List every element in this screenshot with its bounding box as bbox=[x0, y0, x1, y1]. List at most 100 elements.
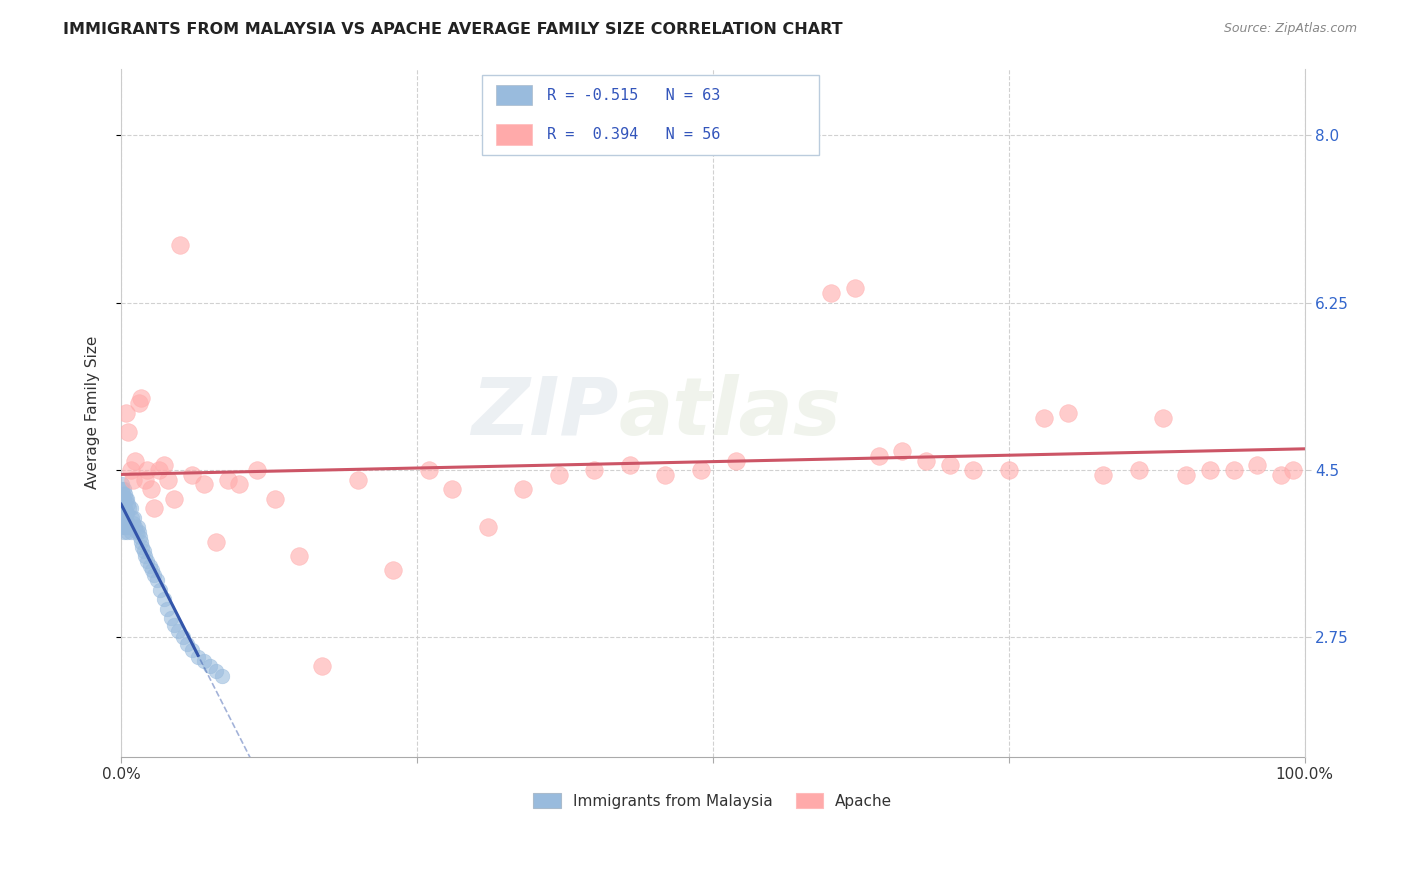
Point bbox=[114, 501, 136, 516]
Point bbox=[891, 444, 914, 458]
Point bbox=[512, 482, 534, 496]
Point bbox=[1175, 467, 1198, 482]
Point bbox=[264, 491, 287, 506]
Point bbox=[1198, 463, 1220, 477]
Text: atlas: atlas bbox=[619, 374, 841, 451]
Point bbox=[1222, 463, 1244, 477]
Point bbox=[129, 534, 152, 549]
Point bbox=[131, 540, 153, 554]
Point bbox=[176, 637, 198, 651]
Point bbox=[477, 520, 499, 534]
Point bbox=[112, 525, 135, 540]
Point bbox=[111, 501, 134, 516]
Point bbox=[122, 473, 145, 487]
Point bbox=[1033, 410, 1056, 425]
Point bbox=[868, 449, 890, 463]
Point bbox=[157, 473, 180, 487]
Point bbox=[193, 654, 215, 668]
Point bbox=[118, 520, 141, 534]
Point bbox=[1246, 458, 1268, 473]
Point bbox=[193, 477, 215, 491]
Point bbox=[138, 558, 160, 573]
Point bbox=[117, 516, 139, 530]
Point bbox=[136, 463, 159, 477]
Point bbox=[148, 463, 170, 477]
Point bbox=[111, 477, 134, 491]
Text: R =  0.394   N = 56: R = 0.394 N = 56 bbox=[547, 128, 720, 142]
Point bbox=[111, 487, 134, 501]
Point bbox=[111, 482, 134, 496]
Point bbox=[914, 453, 936, 467]
Point bbox=[129, 392, 152, 406]
Point bbox=[172, 631, 194, 645]
Point bbox=[156, 601, 179, 615]
Point bbox=[111, 501, 134, 516]
Point bbox=[124, 520, 146, 534]
Point bbox=[246, 463, 269, 477]
Point bbox=[152, 592, 174, 607]
Point bbox=[112, 491, 135, 506]
Point bbox=[117, 425, 139, 439]
Y-axis label: Average Family Size: Average Family Size bbox=[86, 336, 100, 490]
Point bbox=[128, 525, 150, 540]
Point bbox=[160, 611, 183, 625]
Bar bbox=[496, 85, 531, 105]
Point bbox=[115, 520, 138, 534]
Point bbox=[139, 482, 162, 496]
Point bbox=[1281, 463, 1303, 477]
Point bbox=[938, 458, 960, 473]
Point bbox=[1128, 463, 1150, 477]
Point bbox=[112, 511, 135, 525]
Point bbox=[997, 463, 1019, 477]
Point bbox=[114, 520, 136, 534]
Point bbox=[228, 477, 250, 491]
Point bbox=[187, 649, 209, 664]
Point bbox=[181, 643, 204, 657]
Point bbox=[441, 482, 464, 496]
Point bbox=[690, 463, 713, 477]
Point bbox=[112, 497, 135, 511]
Point bbox=[125, 525, 148, 540]
Point bbox=[418, 463, 440, 477]
Point bbox=[1270, 467, 1292, 482]
Point bbox=[583, 463, 606, 477]
Point bbox=[725, 453, 748, 467]
Point bbox=[619, 458, 641, 473]
Point bbox=[149, 582, 172, 597]
Point bbox=[111, 516, 134, 530]
Point bbox=[111, 501, 134, 516]
Point bbox=[120, 525, 142, 540]
Point bbox=[1092, 467, 1115, 482]
Point bbox=[204, 664, 226, 678]
Legend: Immigrants from Malaysia, Apache: Immigrants from Malaysia, Apache bbox=[527, 787, 898, 814]
Point bbox=[217, 473, 239, 487]
Text: Source: ZipAtlas.com: Source: ZipAtlas.com bbox=[1223, 22, 1357, 36]
Point bbox=[115, 406, 138, 420]
Point bbox=[111, 491, 134, 506]
Point bbox=[1056, 406, 1078, 420]
Point bbox=[124, 453, 146, 467]
Point bbox=[382, 564, 405, 578]
Point bbox=[1152, 410, 1174, 425]
Point bbox=[844, 281, 866, 295]
Point bbox=[211, 668, 233, 682]
Point bbox=[145, 573, 167, 587]
Point bbox=[163, 618, 186, 632]
Point bbox=[167, 624, 190, 638]
Point bbox=[120, 463, 142, 477]
Point bbox=[115, 506, 138, 520]
Point bbox=[115, 491, 138, 506]
Point bbox=[111, 520, 134, 534]
Point bbox=[121, 511, 143, 525]
Point bbox=[311, 659, 333, 673]
Text: IMMIGRANTS FROM MALAYSIA VS APACHE AVERAGE FAMILY SIZE CORRELATION CHART: IMMIGRANTS FROM MALAYSIA VS APACHE AVERA… bbox=[63, 22, 842, 37]
Text: R = -0.515   N = 63: R = -0.515 N = 63 bbox=[547, 87, 720, 103]
Point bbox=[122, 516, 145, 530]
Point bbox=[143, 501, 166, 516]
Point bbox=[115, 506, 138, 520]
FancyBboxPatch shape bbox=[482, 76, 820, 154]
Point bbox=[115, 525, 138, 540]
Point bbox=[134, 473, 156, 487]
Point bbox=[129, 530, 152, 544]
Point bbox=[136, 554, 159, 568]
